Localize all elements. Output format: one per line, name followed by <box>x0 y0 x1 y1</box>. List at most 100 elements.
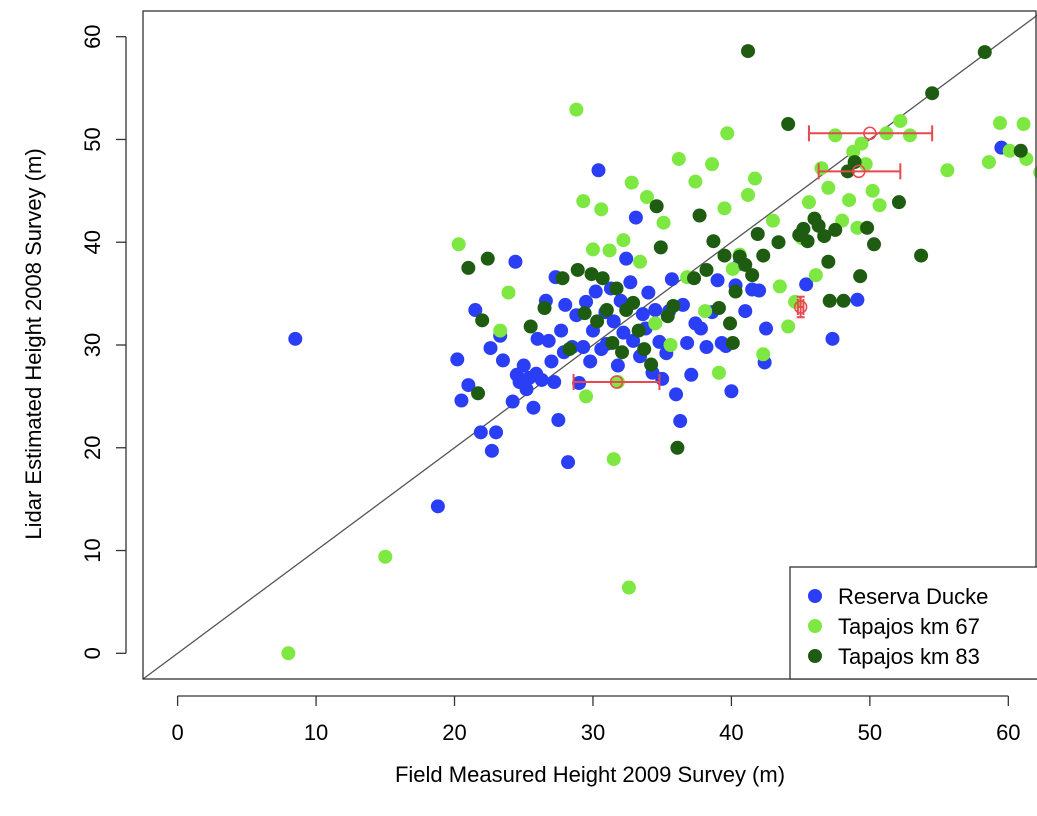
data-point <box>649 199 664 214</box>
data-point <box>468 303 483 318</box>
data-point <box>808 268 823 283</box>
data-point <box>799 277 814 292</box>
data-point <box>720 126 735 141</box>
data-point <box>594 202 609 217</box>
data-point <box>489 425 504 440</box>
data-point <box>660 309 675 324</box>
data-point <box>537 301 552 316</box>
data-point <box>288 331 303 346</box>
data-point <box>519 382 534 397</box>
x-tick-label: 40 <box>719 720 743 745</box>
data-point <box>1016 117 1031 132</box>
data-point <box>655 371 670 386</box>
legend-marker <box>808 619 822 633</box>
data-point <box>648 303 663 318</box>
data-point <box>814 161 829 176</box>
data-point <box>501 285 516 300</box>
data-point <box>893 113 908 128</box>
x-tick-label: 0 <box>171 720 183 745</box>
data-point <box>903 128 918 143</box>
data-point <box>756 248 771 263</box>
data-point <box>583 354 598 369</box>
data-point <box>641 285 656 300</box>
series-1 <box>281 102 1037 661</box>
data-point <box>717 248 732 263</box>
data-point <box>605 335 620 350</box>
data-point <box>725 261 740 276</box>
data-point <box>738 304 753 319</box>
data-point <box>825 331 840 346</box>
x-tick-label: 20 <box>442 720 466 745</box>
data-point <box>475 313 490 328</box>
data-point <box>891 195 906 210</box>
data-point <box>925 86 940 101</box>
data-point <box>534 372 549 387</box>
data-point <box>752 283 767 298</box>
x-tick-label: 30 <box>581 720 605 745</box>
data-point <box>711 301 726 316</box>
y-tick-label: 40 <box>80 230 105 254</box>
data-point <box>865 183 880 198</box>
data-point <box>860 220 875 235</box>
data-point <box>710 273 725 288</box>
data-point <box>378 549 393 564</box>
reference-line <box>143 14 1037 679</box>
data-point <box>577 306 592 321</box>
data-point <box>561 455 576 470</box>
data-point <box>822 293 837 308</box>
data-point <box>940 163 955 178</box>
data-point <box>480 251 495 266</box>
data-point <box>698 304 713 319</box>
data-point <box>765 213 780 228</box>
data-point <box>669 387 684 402</box>
legend-marker <box>808 649 822 663</box>
legend: Reserva Ducke Tapajos km 67 Tapajos km 83 <box>789 566 1037 680</box>
data-point <box>666 298 681 313</box>
data-point <box>516 358 531 373</box>
data-point <box>616 325 631 340</box>
data-point <box>656 215 671 230</box>
data-point <box>595 271 610 286</box>
y-axis-title: Lidar Estimated Height 2008 Survey (m) <box>21 148 46 539</box>
data-point <box>609 281 624 296</box>
data-point <box>637 342 652 357</box>
data-point <box>471 386 486 401</box>
data-point <box>817 229 832 244</box>
data-point <box>652 334 667 349</box>
data-point <box>554 323 569 338</box>
x-tick-label: 50 <box>858 720 882 745</box>
data-point <box>569 102 584 117</box>
data-point <box>821 254 836 269</box>
data-point <box>590 314 605 329</box>
data-point <box>828 222 843 237</box>
data-point <box>585 242 600 257</box>
y-tick-label: 20 <box>80 436 105 460</box>
data-point <box>750 227 765 242</box>
data-point <box>858 157 873 172</box>
data-point <box>551 413 566 428</box>
data-point <box>623 275 638 290</box>
data-point <box>461 378 476 393</box>
error-bar <box>807 125 934 142</box>
data-point <box>772 279 787 294</box>
data-point <box>850 220 865 235</box>
data-point <box>588 284 603 299</box>
data-point <box>993 116 1008 131</box>
data-point <box>572 376 587 391</box>
error-bar <box>572 373 661 390</box>
data-point <box>801 195 816 210</box>
data-point <box>977 45 992 60</box>
data-point <box>484 443 499 458</box>
data-point <box>821 180 836 195</box>
legend-label: Tapajos km 83 <box>838 644 980 669</box>
data-point <box>828 128 843 143</box>
data-point <box>619 251 634 266</box>
data-point <box>558 297 573 312</box>
data-point <box>693 321 708 336</box>
data-point <box>495 353 510 368</box>
data-point <box>1013 143 1028 158</box>
data-point <box>493 323 508 338</box>
data-point <box>854 136 869 151</box>
x-axis-title: Field Measured Height 2009 Survey (m) <box>395 762 785 787</box>
